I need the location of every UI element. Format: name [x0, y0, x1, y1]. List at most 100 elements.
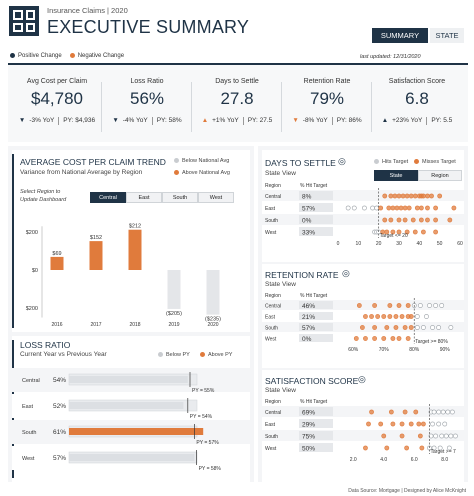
- dot-point[interactable]: [404, 445, 410, 451]
- dot-point[interactable]: [433, 205, 438, 211]
- bar-2019[interactable]: [167, 270, 181, 309]
- dot-point[interactable]: [396, 217, 402, 223]
- dot-point[interactable]: [396, 303, 402, 308]
- dot-point[interactable]: [436, 325, 442, 330]
- dot-point[interactable]: [366, 421, 371, 427]
- dot-point[interactable]: [404, 229, 410, 235]
- dot-point[interactable]: [400, 193, 406, 199]
- dot-point[interactable]: [451, 205, 457, 211]
- loss-ratio-bar-east[interactable]: [69, 402, 184, 409]
- dot-point[interactable]: [416, 421, 422, 427]
- bar-2016[interactable]: [50, 256, 64, 270]
- dot-point[interactable]: [418, 205, 424, 211]
- dot-point[interactable]: [453, 433, 458, 439]
- dot-point[interactable]: [362, 205, 367, 211]
- dot-point[interactable]: [413, 409, 419, 415]
- dot-point[interactable]: [396, 229, 402, 235]
- dot-point[interactable]: [429, 193, 434, 199]
- tab-summary[interactable]: SUMMARY: [372, 28, 428, 43]
- toggle-region[interactable]: Region: [418, 170, 462, 181]
- dot-point[interactable]: [384, 325, 390, 330]
- dot-point[interactable]: [408, 193, 414, 199]
- dot-point[interactable]: [412, 229, 418, 235]
- dot-point[interactable]: [408, 325, 414, 330]
- dot-point[interactable]: [431, 409, 437, 415]
- dot-point[interactable]: [363, 336, 368, 341]
- toggle-state[interactable]: State: [374, 170, 418, 181]
- dot-point[interactable]: [433, 217, 438, 223]
- dot-point[interactable]: [448, 433, 454, 439]
- dot-point[interactable]: [445, 409, 451, 415]
- dot-point[interactable]: [433, 433, 438, 439]
- dot-point[interactable]: [363, 314, 368, 319]
- bar-2020[interactable]: [206, 270, 220, 315]
- dot-point[interactable]: [375, 314, 381, 319]
- dot-point[interactable]: [443, 433, 449, 439]
- dot-point[interactable]: [449, 409, 455, 415]
- dot-point[interactable]: [381, 336, 387, 341]
- dot-point[interactable]: [381, 314, 387, 319]
- dot-point[interactable]: [390, 336, 396, 341]
- dot-point[interactable]: [408, 314, 414, 319]
- dot-point[interactable]: [446, 445, 452, 451]
- dot-point[interactable]: [414, 325, 420, 330]
- dot-point[interactable]: [442, 421, 448, 427]
- dot-point[interactable]: [424, 314, 429, 319]
- dot-point[interactable]: [430, 325, 435, 330]
- dot-point[interactable]: [369, 409, 374, 415]
- dot-point[interactable]: [420, 229, 426, 235]
- dot-point[interactable]: [417, 433, 423, 439]
- dot-point[interactable]: [384, 229, 390, 235]
- loss-ratio-bar-south[interactable]: [69, 428, 204, 435]
- dot-point[interactable]: [388, 409, 394, 415]
- dot-point[interactable]: [356, 303, 362, 308]
- bar-2017[interactable]: [89, 241, 103, 270]
- loss-ratio-bar-central[interactable]: [69, 376, 188, 383]
- dot-point[interactable]: [402, 409, 408, 415]
- dot-point[interactable]: [404, 193, 410, 199]
- dot-point[interactable]: [414, 205, 420, 211]
- dot-point[interactable]: [399, 433, 405, 439]
- dot-point[interactable]: [405, 303, 411, 308]
- dot-point[interactable]: [425, 205, 430, 211]
- dot-point[interactable]: [387, 314, 393, 319]
- dot-point[interactable]: [405, 336, 411, 341]
- dot-point[interactable]: [363, 445, 368, 451]
- dot-point[interactable]: [396, 336, 402, 341]
- dot-point[interactable]: [372, 336, 377, 341]
- region-button-south[interactable]: South: [162, 192, 198, 203]
- dot-point[interactable]: [440, 409, 446, 415]
- dot-point[interactable]: [390, 229, 396, 235]
- dot-point[interactable]: [382, 193, 388, 199]
- dot-point[interactable]: [378, 421, 384, 427]
- dot-point[interactable]: [393, 325, 399, 330]
- dot-point[interactable]: [360, 325, 365, 330]
- dot-point[interactable]: [394, 205, 400, 211]
- dot-point[interactable]: [439, 303, 445, 308]
- dot-point[interactable]: [433, 303, 438, 308]
- dot-point[interactable]: [386, 205, 392, 211]
- dot-point[interactable]: [402, 205, 408, 211]
- dot-point[interactable]: [425, 217, 430, 223]
- dot-point[interactable]: [372, 325, 377, 330]
- dot-point[interactable]: [433, 229, 438, 235]
- dot-point[interactable]: [437, 445, 443, 451]
- dot-point[interactable]: [388, 217, 394, 223]
- dot-point[interactable]: [372, 303, 377, 308]
- dot-point[interactable]: [353, 336, 359, 341]
- dot-point[interactable]: [374, 205, 380, 211]
- dot-point[interactable]: [398, 205, 404, 211]
- dot-point[interactable]: [437, 193, 443, 199]
- dot-point[interactable]: [390, 205, 396, 211]
- dot-point[interactable]: [382, 217, 388, 223]
- dot-point[interactable]: [420, 193, 426, 199]
- dot-point[interactable]: [419, 445, 425, 451]
- dot-point[interactable]: [370, 205, 375, 211]
- dot-point[interactable]: [345, 205, 351, 211]
- dot-point[interactable]: [369, 314, 374, 319]
- region-button-central[interactable]: Central: [90, 192, 126, 203]
- dot-point[interactable]: [378, 205, 384, 211]
- dot-point[interactable]: [418, 217, 424, 223]
- dot-point[interactable]: [399, 421, 405, 427]
- dot-point[interactable]: [420, 421, 426, 427]
